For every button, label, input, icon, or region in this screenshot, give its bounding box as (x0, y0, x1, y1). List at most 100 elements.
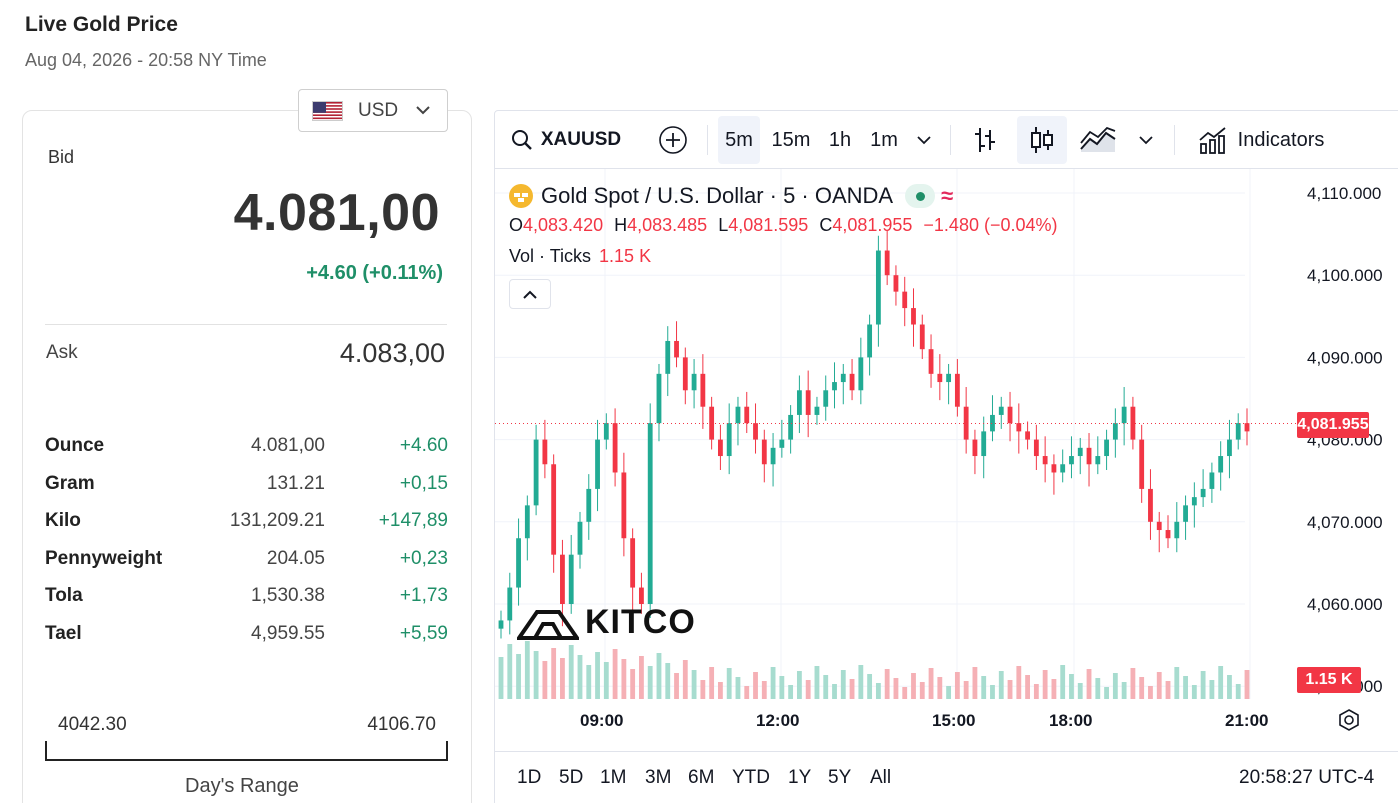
price-chart[interactable]: 4,110.0004,100.0004,090.0004,080.0004,07… (495, 169, 1398, 751)
candle-body (717, 439, 723, 457)
candle-body (1130, 406, 1136, 440)
bid-label: Bid (48, 147, 75, 167)
range-6m-button[interactable]: 6M (688, 767, 715, 788)
currency-select[interactable]: USD (298, 89, 448, 132)
unit-change: +4.60 (399, 435, 448, 456)
interval-1h[interactable]: 1h (828, 128, 852, 151)
chart-type-dropdown[interactable] (1131, 116, 1161, 164)
candle-body (1200, 488, 1206, 498)
volume-bar (603, 662, 609, 699)
unit-price-table: Ounce 4.081,00 +4.60 Gram 131.21 +0,15 K… (45, 428, 450, 654)
volume-bar (840, 670, 846, 699)
range-1m-button[interactable]: 1M (600, 767, 627, 788)
unit-change: +147,89 (378, 510, 448, 532)
volume-bar (814, 666, 820, 699)
candle-body (937, 373, 943, 383)
volume-bar (1139, 677, 1145, 699)
candle-body (560, 554, 565, 604)
volume-bar (1069, 674, 1074, 699)
range-5d-button[interactable]: 5D (559, 767, 584, 788)
unit-price: 4.081,00 (251, 435, 325, 456)
candle-body (1042, 456, 1048, 465)
candle-body (998, 406, 1004, 415)
chart-widget: XAUUSD 5m 15m 1h 1m Indicators 4, (494, 110, 1398, 803)
chart-settings-button[interactable] (1337, 708, 1361, 737)
candles-style-button[interactable] (1017, 116, 1067, 164)
volume-bar (1148, 686, 1153, 699)
volume-bar (1244, 670, 1250, 699)
interval-dropdown[interactable] (909, 116, 939, 164)
interval-1m[interactable]: 1m (870, 128, 898, 151)
volume-bar (1016, 666, 1022, 699)
candle-body (814, 406, 820, 415)
candle-body (516, 538, 521, 588)
volume-bar (1191, 685, 1197, 699)
unit-name: Ounce (45, 435, 105, 456)
unit-price: 131,209.21 (229, 510, 325, 532)
legend-title: Gold Spot / U.S. Dollar · 5 · OANDA (541, 183, 894, 208)
range-1y-button[interactable]: 1Y (788, 767, 812, 788)
volume-bar (1104, 687, 1109, 699)
kitco-wordmark: KITCO (585, 603, 696, 641)
chevron-up-icon (523, 290, 537, 299)
candle-body (533, 439, 539, 506)
x-tick-label: 18:00 (1049, 711, 1092, 730)
day-range-label: Day's Range (185, 775, 299, 797)
candle-body (700, 373, 706, 407)
candle-body (691, 373, 697, 391)
volume-bar (595, 652, 600, 699)
volume-bar (1060, 665, 1066, 699)
day-range-low: 4042.30 (58, 714, 127, 735)
range-5y-button[interactable]: 5Y (828, 767, 852, 788)
range-3m-button[interactable]: 3M (645, 767, 672, 788)
volume-bar (656, 653, 662, 699)
candle-body (1025, 431, 1031, 440)
last-price-tag: 4,081.955 (1297, 412, 1369, 438)
symbol-search[interactable]: XAUUSD (507, 116, 625, 164)
volume-bar (805, 680, 811, 699)
volume-bar (647, 666, 653, 699)
volume-bar (709, 667, 715, 699)
candle-body (919, 324, 925, 350)
volume-bar (1077, 683, 1083, 699)
volume-bar (717, 682, 723, 699)
collapse-legend-button[interactable] (509, 279, 551, 309)
ask-value: 4.083,00 (339, 338, 445, 368)
unit-change: +0,23 (399, 547, 448, 569)
area-style-button[interactable] (1077, 116, 1119, 164)
unit-price: 204.05 (266, 547, 325, 569)
us-flag-icon (312, 100, 343, 121)
h-value: 4,083.485 (627, 215, 708, 235)
volume-bar (946, 686, 952, 699)
volume-bar (1095, 678, 1101, 699)
range-all-button[interactable]: All (870, 767, 892, 788)
candle-body (884, 250, 890, 276)
volume-bar (612, 649, 618, 699)
candle-body (1227, 439, 1232, 457)
candle-body (893, 275, 899, 292)
day-range-bar (45, 741, 448, 761)
plus-circle-icon (659, 126, 687, 154)
candle-body (990, 414, 995, 432)
candle-body (1156, 521, 1162, 531)
volume-bar (875, 683, 881, 699)
interval-15m[interactable]: 15m (771, 128, 811, 151)
volume-bar (902, 687, 908, 699)
volume-value: 1.15 K (599, 246, 652, 266)
ask-label: Ask (46, 342, 78, 363)
candle-body (946, 373, 952, 383)
range-ytd-button[interactable]: YTD (732, 767, 770, 788)
indicators-button[interactable]: Indicators (1187, 116, 1335, 164)
volume-bar (867, 674, 873, 699)
bars-style-button[interactable] (965, 116, 1005, 164)
c-value: 4,081.955 (832, 215, 913, 235)
volume-bar (621, 659, 627, 699)
range-1d-button[interactable]: 1D (517, 767, 542, 788)
volume-bar (981, 676, 987, 699)
gold-bars-icon (509, 184, 533, 208)
compare-button[interactable] (653, 116, 693, 164)
candle-body (840, 373, 846, 383)
bid-value: 4.081,00 (233, 184, 440, 242)
volume-bar (919, 682, 925, 699)
interval-5m[interactable]: 5m (718, 116, 760, 164)
